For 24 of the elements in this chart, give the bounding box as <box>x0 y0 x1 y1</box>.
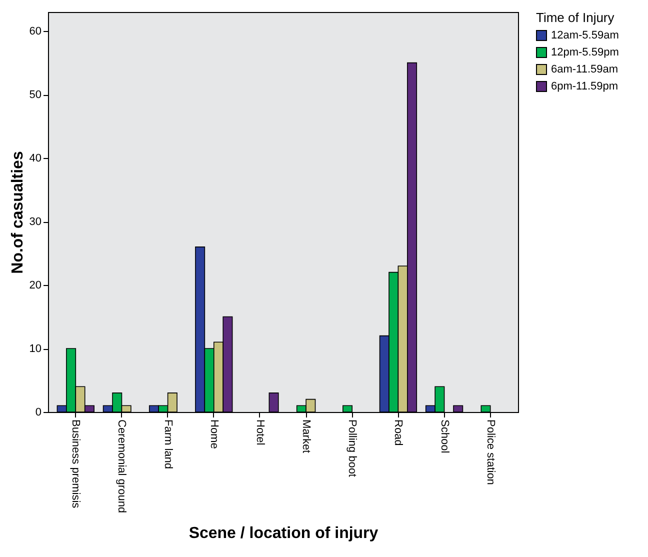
x-tick-label: School <box>438 420 450 454</box>
legend-title: Time of Injury <box>536 10 615 25</box>
x-tick-label: Road <box>392 420 404 446</box>
x-tick-label: Ceremonial ground <box>116 420 128 514</box>
legend-label: 6pm-11.59pm <box>551 80 618 92</box>
x-tick-label: Polling boot <box>346 420 358 477</box>
x-tick-label: Business premisis <box>70 420 82 509</box>
x-tick-label: Farm land <box>162 420 174 470</box>
y-tick-label: 50 <box>29 89 42 102</box>
x-tick-label: Market <box>300 420 312 454</box>
y-tick-label: 20 <box>29 280 42 292</box>
x-tick-label: Hotel <box>254 420 266 446</box>
y-axis-title: No.of casualties <box>9 151 26 274</box>
legend-label: 6am-11.59am <box>551 64 618 76</box>
x-tick-label: Home <box>208 420 220 449</box>
y-tick-label: 0 <box>35 406 42 418</box>
y-tick-label: 40 <box>29 152 42 165</box>
x-tick-label: Police station <box>484 420 496 485</box>
x-axis-title: Scene / location of injury <box>188 525 378 542</box>
y-tick-label: 10 <box>29 343 42 356</box>
legend-label: 12am-5.59am <box>551 30 619 42</box>
y-tick-label: 60 <box>29 26 42 38</box>
legend-label: 12pm-5.59pm <box>551 46 619 58</box>
y-tick-label: 30 <box>29 216 42 228</box>
